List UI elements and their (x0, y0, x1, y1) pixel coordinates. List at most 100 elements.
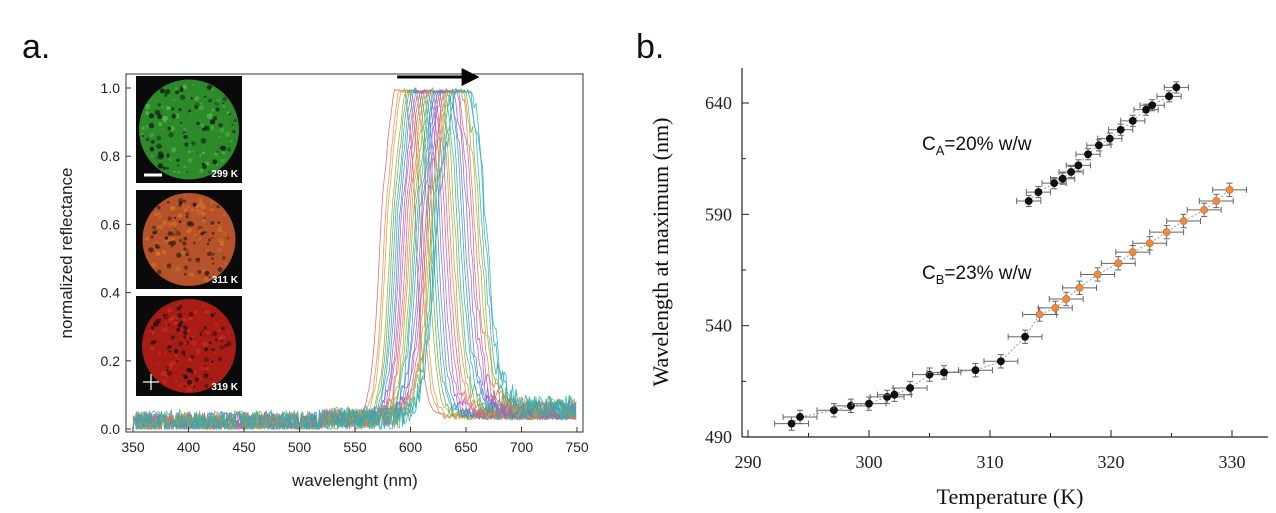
inset-texture-speck (158, 224, 164, 230)
inset-texture-speck (210, 313, 215, 318)
a-xtick-label: 700 (510, 439, 534, 455)
inset-texture-speck (157, 154, 164, 160)
inset-texture-speck (204, 347, 208, 352)
inset-texture-speck (177, 323, 182, 328)
inset-texture-speck (150, 329, 153, 332)
inset-texture-speck (206, 113, 212, 120)
inset-texture-speck (194, 96, 200, 101)
inset-texture-speck (204, 125, 210, 131)
inset-texture-speck (203, 367, 207, 371)
inset-texture-speck (198, 319, 201, 322)
chart-a-insets: 299 K 311 K 319 K (136, 76, 242, 396)
inset-texture-speck (167, 308, 172, 313)
a-xtick-label: 350 (121, 439, 145, 455)
inset-texture-speck (186, 249, 189, 252)
inset-texture-speck (230, 140, 233, 143)
inset-texture-speck (168, 158, 172, 162)
inset-texture-speck (209, 200, 214, 205)
inset-texture-speck (168, 264, 174, 269)
inset-texture-speck (145, 137, 150, 142)
inset-texture-speck (189, 111, 192, 115)
inset-texture-speck (177, 312, 183, 319)
inset-texture-speck (165, 369, 169, 372)
a-ytick-label: 0.6 (101, 216, 121, 232)
b-marker (1212, 197, 1221, 205)
inset-texture-speck (155, 145, 158, 147)
chart-a-ylabel: normalized reflectance (57, 167, 76, 338)
inset-texture-speck (185, 367, 191, 373)
inset-texture-speck (208, 98, 213, 103)
inset-texture-speck (178, 107, 182, 112)
b-marker (1075, 283, 1084, 292)
a-xtick-label: 650 (454, 439, 478, 455)
b-ytick-label: 590 (705, 204, 732, 224)
inset-texture-speck (224, 157, 227, 160)
inset-texture-speck (182, 84, 187, 90)
inset-texture-speck (183, 134, 188, 139)
inset-texture-speck (206, 309, 210, 314)
inset-texture-speck (150, 154, 154, 158)
inset-texture-speck (204, 231, 207, 234)
inset-texture-speck (167, 216, 172, 221)
b-marker (1172, 83, 1181, 92)
inset-texture-speck (141, 126, 145, 130)
inset-texture-speck (161, 220, 168, 226)
inset-texture-speck (166, 363, 173, 370)
inset-texture-speck (179, 201, 183, 205)
inset-texture-speck (208, 341, 212, 345)
inset-texture-speck (182, 325, 188, 331)
inset-texture-speck (158, 215, 162, 219)
inset-texture-speck (181, 205, 185, 209)
inset-texture-speck (202, 127, 206, 132)
inset-texture-speck (169, 348, 172, 351)
inset-texture-speck (175, 266, 182, 272)
inset-texture-speck (184, 142, 189, 147)
inset-texture-speck (156, 205, 161, 210)
inset-texture-speck (215, 107, 220, 112)
b-data-point (1007, 329, 1043, 344)
inset-texture-speck (164, 321, 168, 325)
inset-texture-speck (192, 215, 195, 217)
inset-texture-speck (198, 201, 204, 207)
inset-texture-speck (152, 228, 156, 232)
inset-texture-speck (170, 335, 176, 340)
inset-texture-speck (183, 265, 189, 270)
inset-texture-speck (173, 170, 176, 173)
inset-texture-speck (197, 269, 202, 275)
inset-texture-speck (183, 272, 187, 276)
series-b-label: CB=23% w/w (922, 263, 1032, 287)
inset-texture-speck (204, 326, 207, 330)
inset-texture-speck (157, 212, 161, 215)
inset-texture-speck (161, 371, 166, 377)
b-data-point (1062, 280, 1097, 295)
inset-texture-speck (208, 276, 211, 279)
b-data-point (1025, 186, 1051, 199)
inset-texture-speck (174, 87, 179, 91)
inset-texture-speck (156, 362, 159, 365)
inset-texture-speck (218, 136, 221, 139)
inset-texture-speck (165, 365, 170, 370)
inset-texture-speck (189, 337, 193, 340)
inset-texture-speck (219, 345, 225, 350)
inset-texture-speck (194, 377, 200, 382)
inset-texture-speck (230, 147, 233, 150)
b-marker (1148, 101, 1157, 110)
inset-texture-speck (212, 262, 215, 265)
inset-texture-speck (176, 360, 179, 363)
b-marker (1062, 295, 1071, 303)
b-marker (890, 390, 899, 399)
inset-texture-speck (156, 135, 162, 141)
inset-texture-speck (182, 241, 187, 246)
b-marker (1067, 168, 1075, 176)
inset-texture-speck (206, 84, 213, 91)
inset-texture-speck (187, 157, 193, 164)
inset-texture-speck (178, 341, 184, 347)
b-marker (1058, 174, 1067, 183)
inset-texture-speck (186, 205, 191, 209)
b-marker (1128, 116, 1137, 125)
inset-texture-speck (224, 131, 231, 137)
inset-texture-speck (191, 340, 197, 346)
inset-texture-speck (175, 90, 180, 95)
inset-texture-speck (214, 322, 220, 327)
